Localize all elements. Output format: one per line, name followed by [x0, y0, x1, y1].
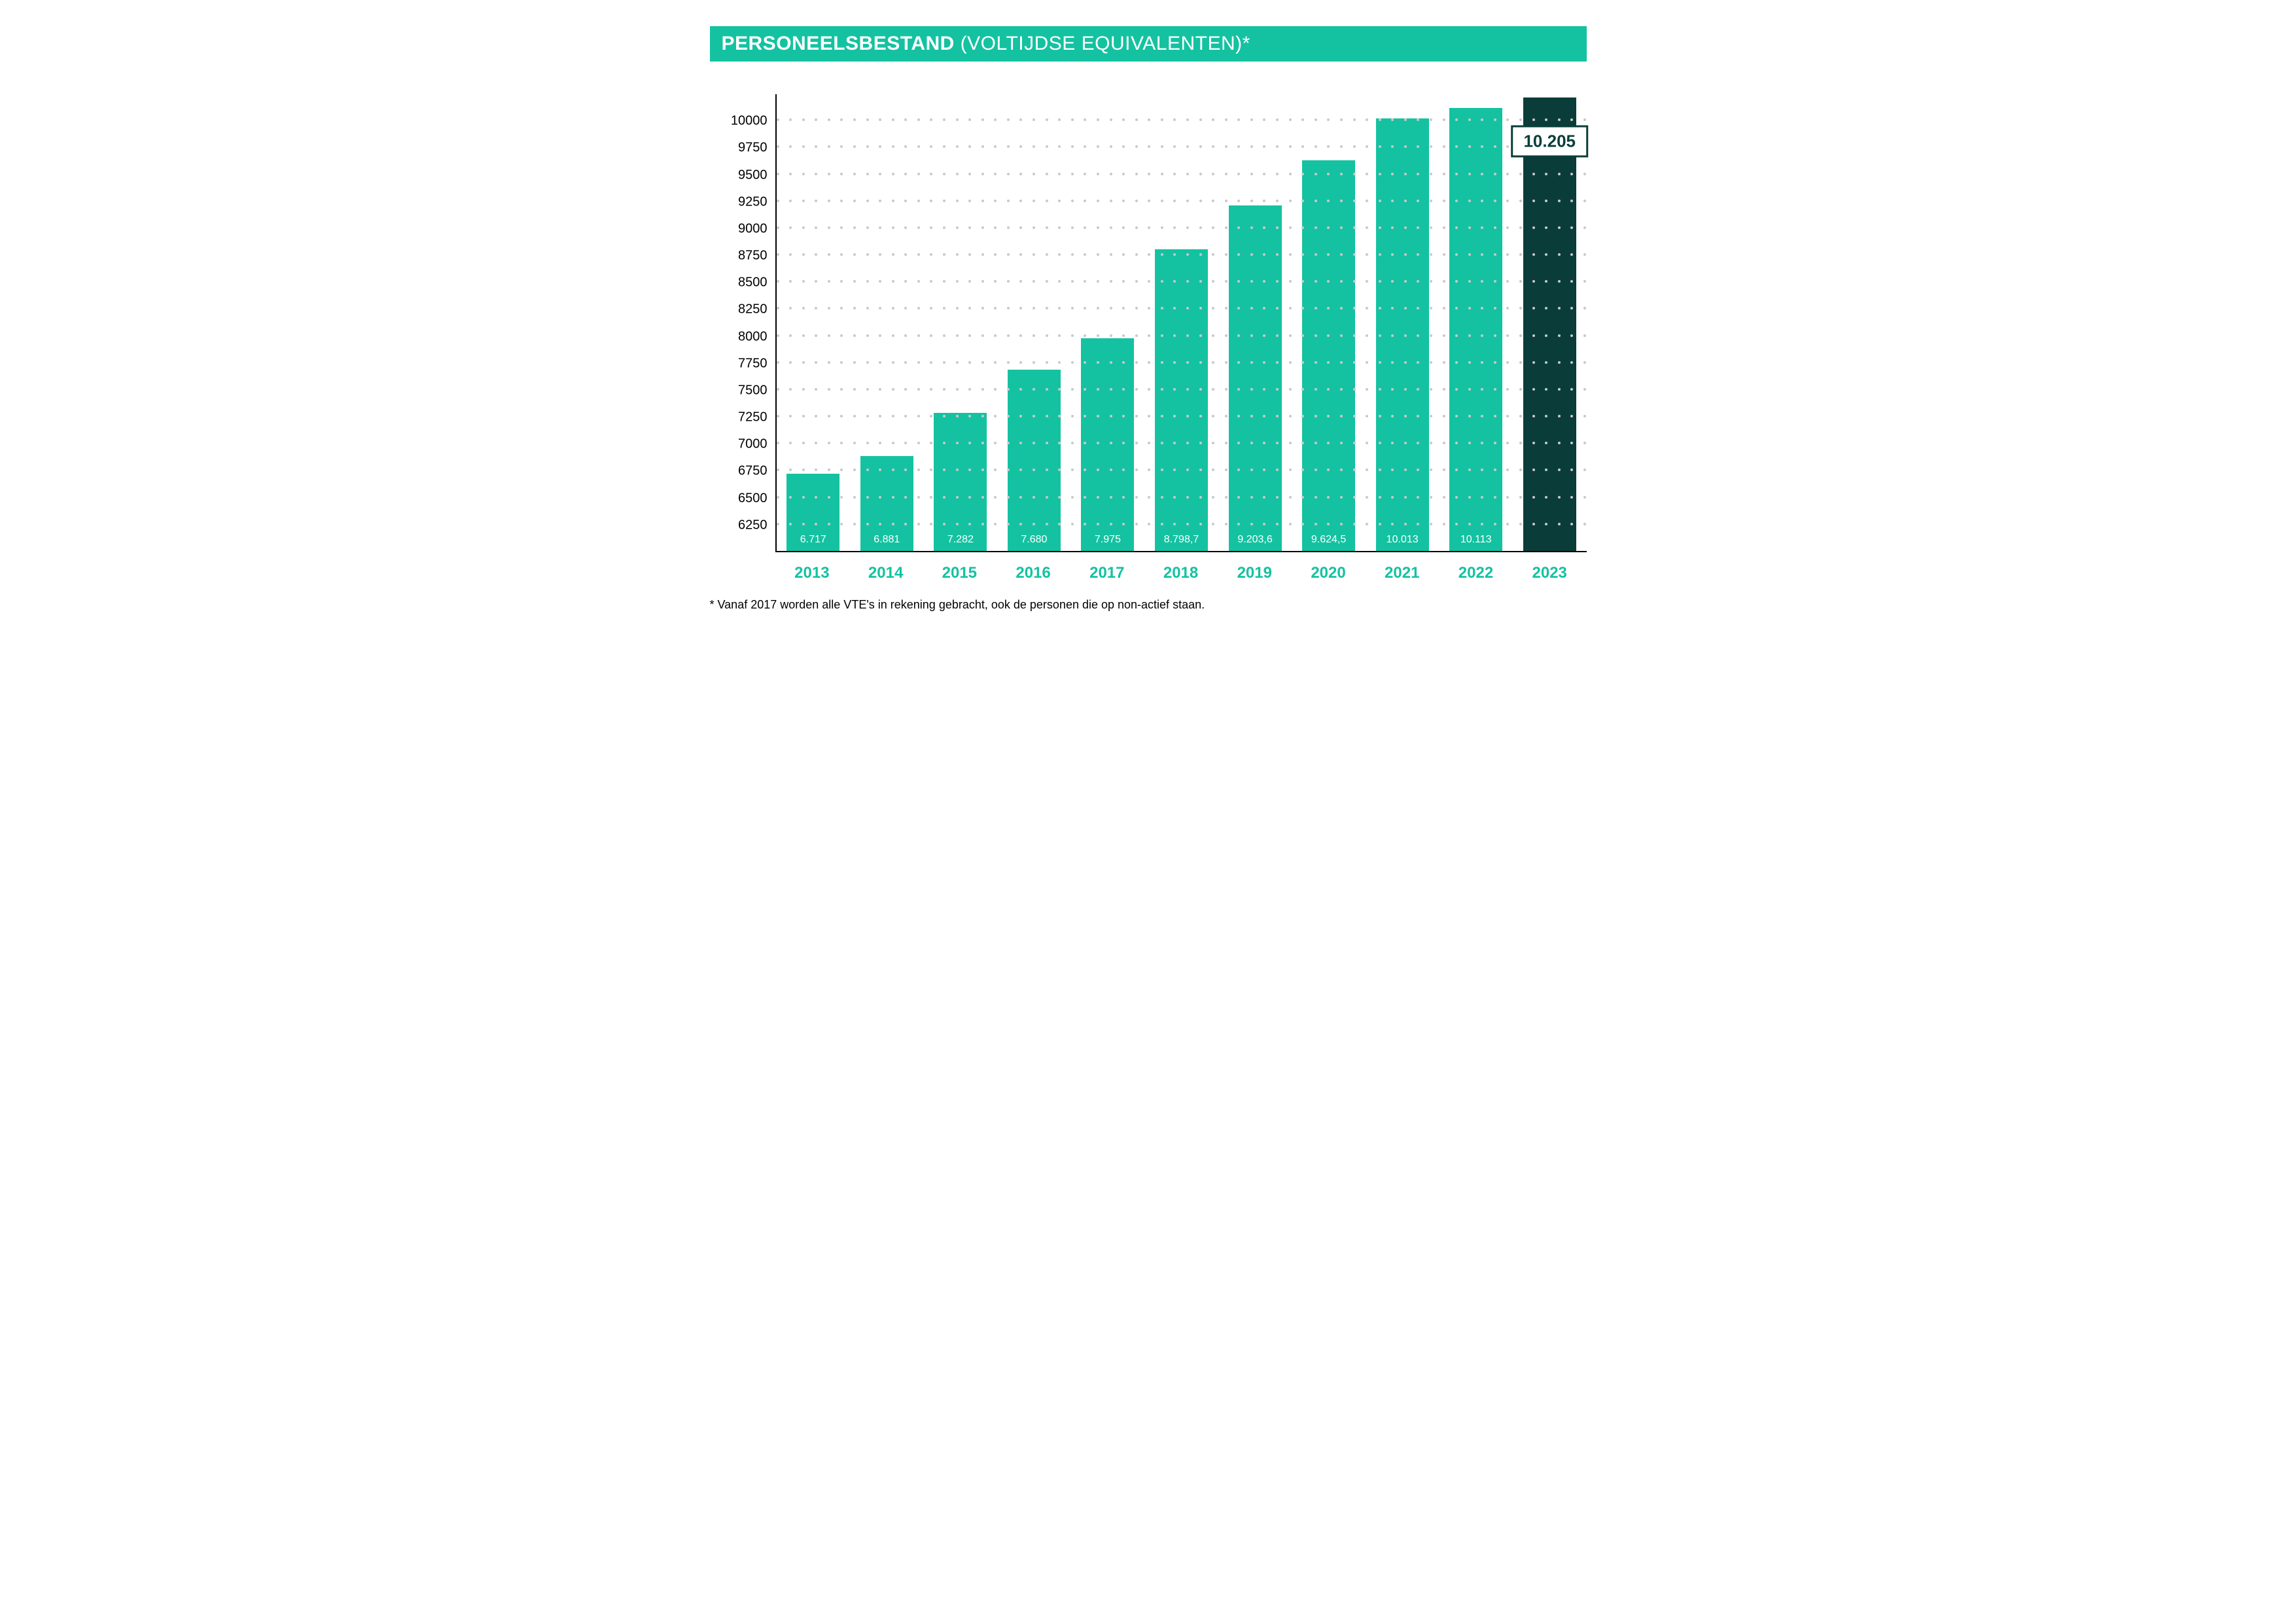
bar-value-label: 8.798,7	[1164, 534, 1199, 546]
bar-value-label: 9.203,6	[1237, 534, 1272, 546]
bar-value-label: 7.680	[1021, 534, 1047, 546]
y-axis: 6250650067507000725075007750800082508500…	[710, 94, 775, 552]
bar: 7.975	[1081, 338, 1134, 551]
y-tick-label: 8000	[702, 329, 768, 344]
y-tick-label: 9000	[702, 221, 768, 236]
x-category-label: 2021	[1365, 564, 1439, 582]
bar: 10.113	[1449, 108, 1502, 551]
chart-container: 6250650067507000725075007750800082508500…	[710, 94, 1587, 552]
y-tick-label: 9250	[702, 194, 768, 209]
bar-slot: 10.013	[1366, 94, 1439, 551]
x-category-label: 2022	[1439, 564, 1513, 582]
bar	[1523, 97, 1576, 551]
bar: 8.798,7	[1155, 249, 1208, 551]
title-light: (VOLTIJDSE EQUIVALENTEN)*	[961, 33, 1250, 54]
x-category-label: 2013	[775, 564, 849, 582]
footnote: * Vanaf 2017 worden alle VTE's in rekeni…	[710, 598, 1587, 612]
x-category-label: 2016	[997, 564, 1070, 582]
y-tick-label: 8250	[702, 302, 768, 317]
bar-value-label: 10.113	[1460, 534, 1492, 546]
bar-slot: 7.282	[924, 94, 998, 551]
bar-slot: 8.798,7	[1144, 94, 1218, 551]
x-category-label: 2015	[923, 564, 997, 582]
y-tick-label: 9500	[702, 168, 768, 183]
x-category-label: 2019	[1218, 564, 1292, 582]
x-category-label: 2017	[1070, 564, 1144, 582]
bars-container: 6.717 6.881 7.282 7.680 7.975 8.798,7 9.203,6 9…	[777, 94, 1587, 551]
y-tick-label: 6500	[702, 491, 768, 506]
bar-slot: 10.205	[1513, 94, 1587, 551]
x-category-label: 2014	[849, 564, 923, 582]
bar: 7.680	[1008, 370, 1061, 551]
y-tick-label: 9750	[702, 141, 768, 156]
bar-value-label: 6.881	[874, 534, 900, 546]
x-category-label: 2018	[1144, 564, 1218, 582]
x-category-label: 2023	[1513, 564, 1587, 582]
plot-area: 6.717 6.881 7.282 7.680 7.975 8.798,7 9.203,6 9…	[775, 94, 1587, 552]
chart-title-bar: PERSONEELSBESTAND (VOLTIJDSE EQUIVALENTE…	[710, 26, 1587, 62]
bar: 6.717	[786, 474, 839, 551]
y-tick-label: 6750	[702, 464, 768, 479]
bar-value-label: 6.717	[800, 534, 826, 546]
bar-slot: 6.717	[777, 94, 851, 551]
bar-slot: 7.975	[1071, 94, 1145, 551]
bar: 9.624,5	[1302, 160, 1355, 551]
y-tick-label: 8500	[702, 275, 768, 291]
bar-slot: 6.881	[850, 94, 924, 551]
title-bold: PERSONEELSBESTAND	[722, 33, 955, 54]
y-tick-label: 7750	[702, 356, 768, 371]
bar-value-label: 7.975	[1095, 534, 1121, 546]
bar: 10.013	[1376, 118, 1429, 551]
y-tick-label: 6250	[702, 518, 768, 533]
y-tick-label: 7250	[702, 410, 768, 425]
bar-slot: 9.624,5	[1292, 94, 1366, 551]
bar-slot: 10.113	[1439, 94, 1513, 551]
highlight-callout: 10.205	[1511, 126, 1588, 158]
x-category-label: 2020	[1292, 564, 1366, 582]
y-tick-label: 8750	[702, 249, 768, 264]
bar: 9.203,6	[1229, 205, 1282, 551]
y-tick-label: 7000	[702, 437, 768, 452]
bar-value-label: 10.013	[1386, 534, 1419, 546]
y-tick-label: 10000	[702, 114, 768, 129]
y-tick-label: 7500	[702, 383, 768, 398]
x-axis: 2013201420152016201720182019202020212022…	[775, 564, 1587, 582]
bar-slot: 9.203,6	[1218, 94, 1292, 551]
bar: 6.881	[860, 456, 913, 551]
bar: 7.282	[934, 413, 987, 551]
bar-value-label: 7.282	[947, 534, 974, 546]
bar-value-label: 9.624,5	[1311, 534, 1346, 546]
bar-slot: 7.680	[997, 94, 1071, 551]
